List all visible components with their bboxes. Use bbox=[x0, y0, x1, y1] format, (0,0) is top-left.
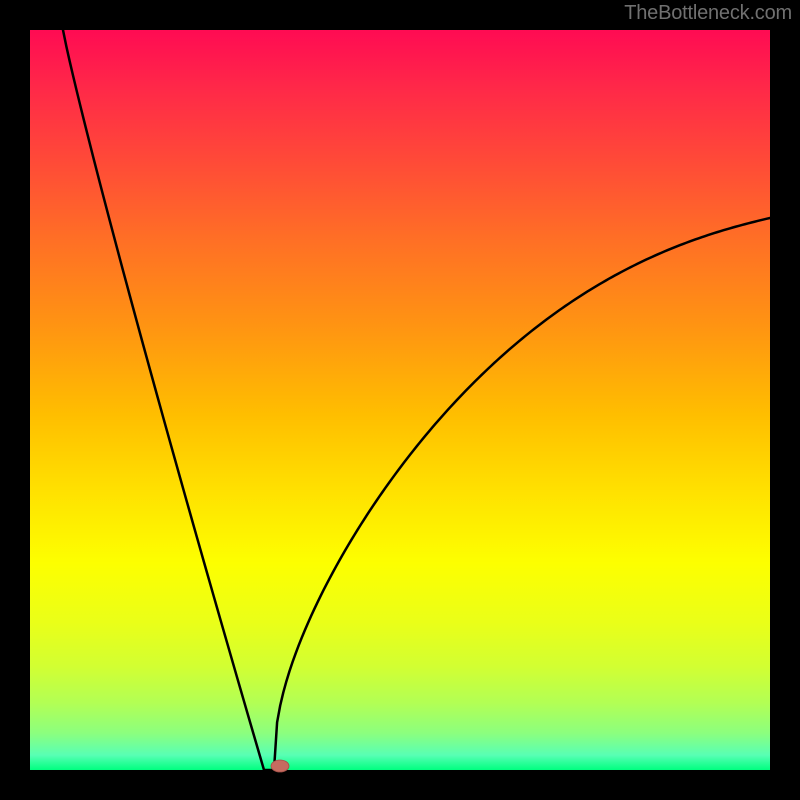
bottleneck-chart bbox=[0, 0, 800, 800]
watermark-text: TheBottleneck.com bbox=[624, 2, 792, 25]
optimal-point-marker bbox=[271, 760, 289, 772]
chart-gradient-background bbox=[30, 30, 770, 770]
